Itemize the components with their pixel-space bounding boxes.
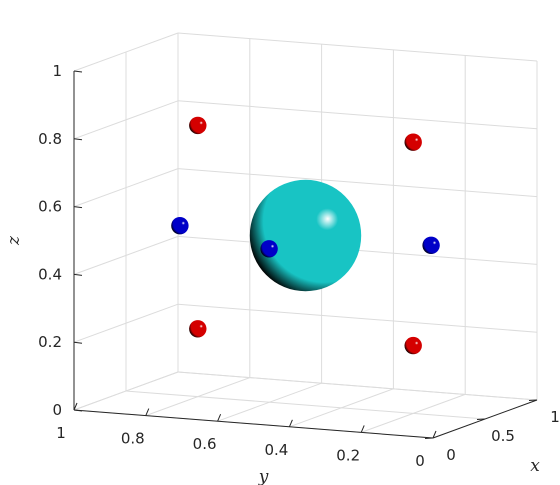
red-sphere — [404, 133, 422, 151]
z-tick-mark — [73, 273, 83, 276]
grid-line — [125, 390, 486, 420]
y-tick-mark — [73, 402, 78, 411]
y-tick-mark — [432, 430, 437, 439]
z-tick-label: 1 — [52, 62, 62, 80]
y-tick-mark — [360, 425, 365, 433]
y-tick-mark — [288, 419, 293, 427]
y-tick-label: 1 — [56, 424, 66, 442]
z-tick-mark — [73, 341, 83, 344]
z-tick-label: 0.2 — [38, 333, 62, 351]
y-tick-mark — [217, 414, 222, 422]
z-tick-mark — [73, 70, 83, 73]
cyan-sphere — [249, 179, 362, 292]
x-tick-mark — [528, 399, 538, 401]
y-tick-label: 0.6 — [193, 435, 217, 453]
grid-line — [177, 100, 538, 130]
x-axis-label: x — [530, 456, 540, 476]
red-sphere — [189, 320, 207, 338]
y-tick-label: 0.2 — [336, 446, 360, 464]
labels-layer: x y z — [4, 235, 540, 485]
x-tick-label: 0 — [446, 446, 456, 464]
grid-line — [177, 32, 538, 62]
grid-line — [177, 168, 538, 198]
y-tick-label: 0.4 — [264, 441, 288, 459]
z-tick-mark — [73, 206, 83, 209]
blue-sphere — [171, 217, 189, 235]
z-tick-mark — [73, 409, 83, 412]
x-tick-label: 0.5 — [491, 427, 515, 445]
axes-layer: 0 0.2 0.4 0.6 0.8 1 1 0.8 0.6 0.4 0.2 0 0 0.5 1 — [38, 62, 560, 470]
y-axis-line — [73, 409, 434, 439]
grid-line — [177, 371, 538, 401]
y-tick-label: 0.8 — [121, 430, 145, 448]
y-axis-label: y — [258, 467, 269, 485]
z-tick-mark — [73, 138, 83, 141]
x-tick-mark — [476, 418, 486, 420]
z-tick-label: 0.8 — [38, 130, 62, 148]
x-tick-mark — [424, 437, 434, 439]
blue-sphere — [422, 236, 440, 254]
z-axis-label: z — [4, 235, 24, 246]
z-tick-label: 0 — [52, 401, 62, 419]
y-tick-label: 0 — [415, 452, 425, 470]
x-tick-label: 1 — [550, 408, 560, 426]
grid-line — [177, 303, 538, 333]
spheres-layer — [171, 116, 440, 355]
z-tick-label: 0.6 — [38, 198, 62, 216]
red-sphere — [404, 336, 422, 355]
z-tick-label: 0.4 — [38, 265, 62, 283]
red-sphere — [189, 116, 207, 135]
y-tick-mark — [145, 408, 150, 416]
blue-sphere — [260, 240, 278, 258]
